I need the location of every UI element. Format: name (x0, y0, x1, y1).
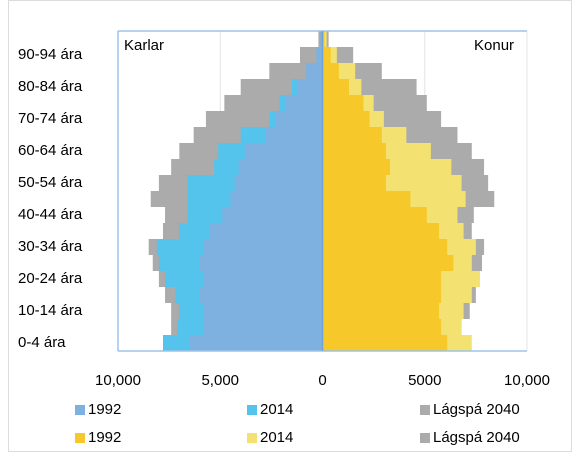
x-tick-label: 10,000 (504, 372, 550, 389)
bar (322, 239, 448, 255)
legend-swatch (75, 405, 85, 415)
y-tick-label: 80-84 ára (18, 78, 83, 95)
legend-swatch (420, 405, 430, 415)
bar (189, 335, 323, 351)
bar (322, 47, 331, 63)
y-tick-label: 50-54 ára (18, 174, 83, 191)
x-tick-label: 5,000 (201, 372, 239, 389)
legend-label: 2014 (260, 401, 293, 418)
bar (230, 191, 323, 207)
bar (322, 335, 448, 351)
left-label: Karlar (124, 37, 164, 54)
bar (285, 95, 323, 111)
y-tick-label: 70-74 ára (18, 110, 83, 127)
bar (322, 79, 350, 95)
bar (322, 143, 386, 159)
bar (306, 63, 323, 79)
bar (322, 319, 442, 335)
bar (199, 287, 323, 303)
bar (203, 271, 323, 287)
bar (322, 111, 370, 127)
bar (244, 143, 323, 159)
y-tick-label: 0-4 ára (18, 334, 66, 351)
bar (316, 47, 323, 63)
legend-label: Lágspá 2040 (433, 429, 520, 446)
legend-label: 1992 (88, 429, 121, 446)
bar (210, 223, 323, 239)
y-tick-label: 60-64 ára (18, 142, 83, 159)
bar (322, 127, 382, 143)
x-tick-label: 5000 (408, 372, 441, 389)
bar (322, 63, 339, 79)
legend-label: Lágspá 2040 (433, 401, 520, 418)
legend-swatch (247, 405, 257, 415)
bar (275, 111, 323, 127)
right-label: Konur (474, 37, 514, 54)
bar (322, 191, 411, 207)
legend-swatch (420, 433, 430, 443)
bar (322, 207, 427, 223)
bar (203, 303, 323, 319)
plot-area (117, 31, 528, 351)
bar (203, 239, 323, 255)
bar (322, 175, 386, 191)
x-tick-label: 0 (318, 372, 326, 389)
bar (322, 159, 390, 175)
y-tick-label: 90-94 ára (18, 46, 83, 63)
bar (238, 159, 323, 175)
bar (322, 303, 440, 319)
bar (322, 271, 442, 287)
y-tick-label: 40-44 ára (18, 206, 83, 223)
bar (322, 31, 325, 47)
legend-label: 1992 (88, 401, 121, 418)
legend-swatch (247, 433, 257, 443)
y-tick-label: 20-24 ára (18, 270, 83, 287)
bar (222, 207, 323, 223)
bar (297, 79, 323, 95)
bar (199, 255, 323, 271)
bar (322, 223, 440, 239)
bar (265, 127, 323, 143)
bar (322, 287, 442, 303)
x-tick-label: 10,000 (95, 372, 141, 389)
bar (234, 175, 323, 191)
legend-label: 2014 (260, 429, 293, 446)
bar (322, 95, 364, 111)
bar (322, 255, 454, 271)
y-tick-label: 10-14 ára (18, 302, 83, 319)
legend-swatch (75, 433, 85, 443)
y-tick-label: 30-34 ára (18, 238, 83, 255)
bar (203, 319, 323, 335)
bar (320, 31, 323, 47)
